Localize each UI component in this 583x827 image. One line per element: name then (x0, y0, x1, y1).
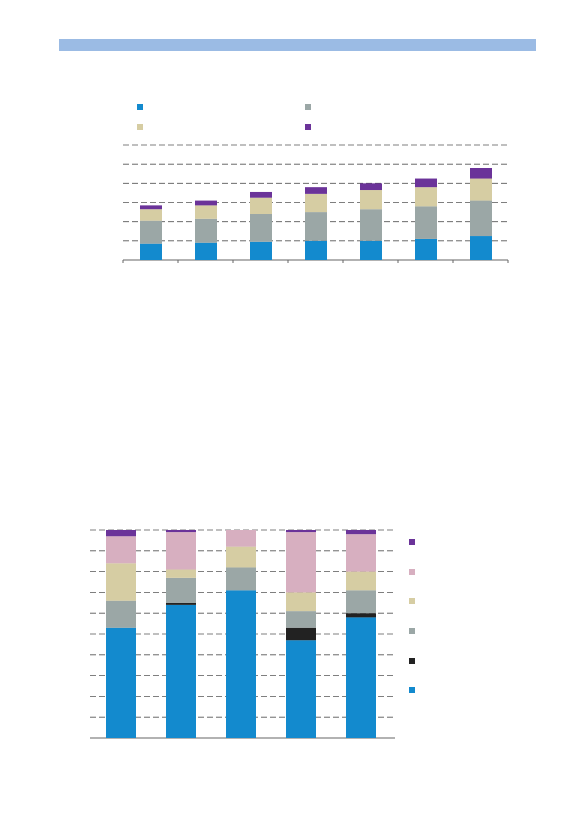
chart2-bar-segment (286, 532, 316, 593)
chart2-bar-segment (226, 590, 256, 738)
chart2-bar-segment (346, 571, 376, 591)
chart1-bar-segment (195, 205, 217, 219)
chart1-bar-segment (305, 212, 327, 241)
chart1-bar-segment (415, 178, 437, 188)
header-band (59, 39, 536, 51)
chart2-legend-swatch (409, 687, 415, 693)
chart1-bar-segment (140, 243, 162, 260)
chart2-bar-segment (166, 577, 196, 603)
chart1-bar-segment (140, 205, 162, 210)
chart2-bar-segment (286, 611, 316, 628)
chart1-bar-segment (140, 209, 162, 221)
chart2-bar-segment (106, 627, 136, 738)
chart1-bar-segment (415, 206, 437, 239)
chart2-bar-segment (226, 567, 256, 591)
chart2-bar-segment (346, 590, 376, 614)
chart1-bar-segment (470, 200, 492, 237)
chart1-bar-segment (360, 209, 382, 241)
chart1-bar-segment (360, 240, 382, 260)
chart1-legend-swatch (305, 104, 311, 110)
chart1-bar-segment (360, 183, 382, 191)
chart1-bar-segment (305, 240, 327, 260)
chart2-bar-segment (166, 602, 196, 605)
chart1-bar-segment (470, 236, 492, 260)
chart2-bar-segment (346, 617, 376, 738)
chart2-bar-segment (106, 563, 136, 601)
chart1-bar-segment (305, 193, 327, 213)
chart1-bar-segment (250, 214, 272, 242)
chart1-bar-segment (305, 187, 327, 194)
chart2-bar-segment (286, 640, 316, 738)
chart2-bar-segment (286, 530, 316, 533)
chart1-bar-segment (415, 238, 437, 260)
chart2-bar-segment (286, 627, 316, 641)
chart1-bar-segment (195, 218, 217, 243)
chart2-bar-segment (166, 532, 196, 570)
chart1-bar-segment (360, 190, 382, 210)
chart1-bar-segment (140, 220, 162, 244)
chart2-legend-swatch (409, 628, 415, 634)
chart1-legend-swatch (305, 124, 311, 130)
chart1-bar-segment (195, 200, 217, 206)
chart2-bar-segment (226, 546, 256, 568)
chart1-bar-segment (470, 168, 492, 179)
chart2-bar-segment (106, 600, 136, 628)
chart2-bar-segment (106, 530, 136, 537)
chart1-bar-segment (415, 187, 437, 207)
chart1-bar-segment (250, 191, 272, 198)
chart2-bar-segment (286, 592, 316, 612)
chart2-bar-segment (226, 530, 256, 547)
chart2-legend-swatch (409, 658, 415, 664)
chart2-legend-swatch (409, 569, 415, 575)
chart1-bar-segment (250, 241, 272, 260)
chart1-legend-swatch (137, 104, 143, 110)
chart2-bar-segment (346, 534, 376, 572)
chart2-bar-segment (346, 613, 376, 618)
chart1-bar-segment (250, 197, 272, 214)
chart2-bar-segment (346, 530, 376, 535)
chart2-legend-swatch (409, 539, 415, 545)
chart2-bar-segment (166, 530, 196, 533)
chart2-bar-segment (106, 536, 136, 564)
chart1-bar-segment (195, 242, 217, 260)
chart2-bar-segment (166, 604, 196, 738)
chart2-bar-segment (166, 569, 196, 578)
chart2-legend-swatch (409, 598, 415, 604)
chart1-bar-segment (470, 178, 492, 201)
chart1-legend-swatch (137, 124, 143, 130)
